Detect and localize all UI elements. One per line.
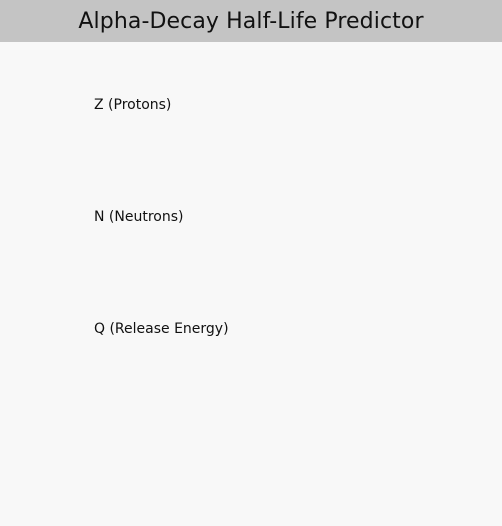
- neutron-label: N (Neutrons): [94, 209, 184, 225]
- input-form: Z (Protons) N (Neutrons) Q (Release Ener…: [0, 42, 502, 526]
- neutron-field: N (Neutrons): [94, 207, 414, 267]
- title-bar: Alpha-Decay Half-Life Predictor: [0, 0, 502, 42]
- proton-input[interactable]: [94, 119, 394, 147]
- neutron-input[interactable]: [94, 231, 394, 259]
- proton-field: Z (Protons): [94, 95, 414, 155]
- release-energy-input[interactable]: [94, 343, 394, 371]
- page-title: Alpha-Decay Half-Life Predictor: [78, 8, 424, 34]
- release-energy-field: Q (Release Energy): [94, 319, 414, 379]
- proton-label: Z (Protons): [94, 97, 172, 113]
- release-energy-label: Q (Release Energy): [94, 321, 229, 337]
